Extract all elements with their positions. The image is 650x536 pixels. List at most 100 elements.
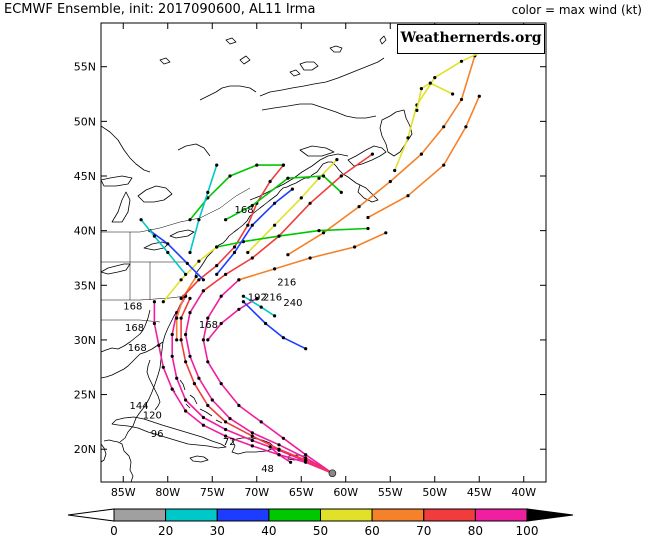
colorbar-tick-label: 100: [516, 524, 539, 536]
track-point: [152, 300, 156, 304]
track-point: [215, 272, 219, 276]
track-point: [353, 245, 357, 249]
track-point: [250, 438, 254, 443]
track-point: [175, 376, 179, 380]
track-point: [232, 250, 237, 255]
forecast-hour-label: 96: [151, 429, 164, 440]
track-point: [273, 201, 277, 205]
storm-track: [140, 219, 187, 275]
track-point: [201, 338, 205, 342]
colorbar-tick-label: 80: [468, 524, 483, 536]
track-point: [215, 163, 219, 167]
lon-label: 50W: [422, 486, 447, 499]
track-point: [170, 354, 174, 358]
track-point: [304, 453, 308, 457]
track-point: [184, 409, 188, 413]
track-point: [433, 76, 437, 80]
track-point: [206, 190, 210, 194]
track-point: [201, 415, 205, 420]
colorbar-high-arrow: [526, 508, 574, 522]
storm-track: [189, 164, 218, 253]
track-point: [366, 215, 370, 220]
track-point: [419, 87, 423, 91]
track-point: [277, 234, 281, 238]
track-point: [317, 229, 321, 233]
map-frame: [100, 22, 547, 483]
track-point: [477, 94, 481, 98]
track-point: [197, 376, 201, 380]
colorbar-cell: [268, 508, 321, 522]
track-point: [281, 163, 285, 167]
track-point: [339, 190, 343, 194]
forecast-hour-label: 216: [277, 277, 296, 288]
forecast-hour-label: 168: [123, 301, 142, 312]
track-point: [273, 314, 277, 318]
storm-track: [242, 301, 307, 350]
track-point: [241, 294, 245, 298]
lon-label: 70W: [244, 486, 269, 499]
track-point: [366, 226, 370, 231]
track-point: [157, 343, 161, 347]
lat-label: 25N: [74, 389, 96, 402]
track-point: [250, 444, 254, 448]
longitude-labels: 85W 80W 75W 70W 65W 60W 55W 50W 45W 40W: [111, 486, 536, 499]
track-point: [206, 403, 210, 408]
track-point: [194, 274, 198, 279]
track-point: [406, 194, 410, 198]
lat-label: 20N: [74, 443, 96, 456]
track-point: [419, 152, 423, 156]
track-point: [321, 231, 326, 235]
track-point: [224, 420, 228, 424]
track-point: [166, 242, 170, 246]
track-point: [188, 311, 192, 315]
track-point: [250, 223, 254, 227]
lat-label: 55N: [74, 61, 96, 74]
track-point: [192, 382, 196, 386]
track-point: [273, 223, 277, 227]
storm-track: [393, 35, 516, 171]
track-point: [304, 347, 308, 351]
storm-track: [207, 297, 258, 341]
track-point: [166, 250, 170, 255]
track-map: 55N 50N 45N 40N 35N 30N 25N 20N 85W 80W 75W 70W 65W…: [74, 22, 547, 499]
track-point: [232, 245, 237, 249]
colorbar-cell: [165, 508, 218, 522]
track-point: [237, 403, 241, 408]
track-point: [264, 321, 268, 326]
lon-label: 85W: [111, 486, 136, 499]
track-point: [255, 296, 259, 300]
track-point: [308, 256, 312, 260]
track-point: [277, 447, 281, 451]
track-point: [308, 201, 312, 205]
lat-label: 35N: [74, 279, 96, 292]
track-point: [277, 443, 281, 447]
track-point: [286, 176, 290, 180]
track-point: [317, 176, 321, 180]
track-point: [152, 234, 156, 238]
track-point: [442, 163, 446, 167]
lon-label: 45W: [467, 486, 492, 499]
watermark-logo: Weathernerds.org: [397, 24, 545, 54]
lon-label: 80W: [155, 486, 180, 499]
track-point: [139, 218, 143, 222]
track-point: [321, 174, 326, 178]
color-legend-note: color = max wind (kt): [511, 3, 642, 17]
track-point: [464, 125, 468, 129]
track-point: [224, 218, 228, 222]
track-point: [197, 259, 201, 263]
track-point: [259, 305, 263, 309]
track-point: [188, 218, 192, 222]
track-point: [246, 223, 250, 227]
track-point: [152, 321, 156, 326]
track-point: [201, 423, 205, 427]
track-point: [406, 136, 410, 140]
track-point: [250, 431, 254, 435]
lon-label: 40W: [511, 486, 536, 499]
forecast-hour-label: 144: [130, 401, 149, 412]
track-point: [161, 300, 165, 304]
track-point: [179, 338, 183, 342]
track-point: [335, 158, 339, 162]
storm-track: [175, 276, 197, 340]
storm-track: [287, 55, 476, 256]
track-point: [393, 168, 397, 173]
